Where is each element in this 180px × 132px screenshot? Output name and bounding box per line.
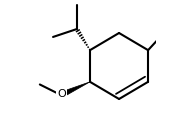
Polygon shape xyxy=(60,82,90,98)
Text: O: O xyxy=(57,89,66,99)
